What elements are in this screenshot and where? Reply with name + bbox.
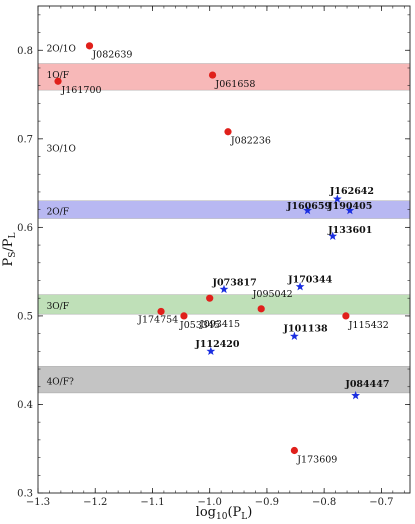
label-j061658: J061658: [214, 79, 255, 90]
point-j115432: [342, 312, 350, 320]
region-label: 2O/1O: [47, 45, 76, 55]
y-tick-label: 0.4: [17, 400, 33, 411]
region-label: 1O/F: [47, 71, 69, 81]
label-j101138: J101138: [283, 323, 329, 334]
region-label: 2O/F: [47, 207, 69, 217]
point-j073817: [219, 284, 229, 294]
label-j173609: J173609: [296, 454, 337, 465]
x-tick-label: −1.3: [26, 497, 50, 508]
point-j082639: [85, 42, 94, 50]
label-j170344: J170344: [287, 275, 333, 286]
label-j095042: J095042: [252, 289, 293, 300]
x-axis-label: log10(PL): [196, 505, 253, 522]
x-tick-label: −0.7: [369, 497, 393, 508]
point-j190405: [345, 205, 355, 215]
label-j073817: J073817: [212, 277, 257, 288]
band-1o-f: [37, 63, 411, 91]
label-j082639: J082639: [91, 50, 132, 61]
region-labels: 2O/1O 1O/F 3O/1O 2O/F 3O/F 4O/F?: [47, 45, 76, 388]
point-j174754: [157, 307, 165, 316]
label-j093415: J093415: [199, 319, 240, 330]
point-j095042: [257, 305, 265, 313]
x-tick-label: −0.8: [312, 497, 336, 508]
y-tick-label: 0.8: [17, 46, 33, 57]
label-j115432: J115432: [348, 320, 389, 331]
point-j084447: [351, 391, 361, 400]
point-j173609: [290, 446, 298, 455]
data-points: [54, 42, 361, 455]
point-j112420: [206, 346, 216, 356]
point-j061658: [208, 71, 217, 79]
point-j162642: [332, 194, 342, 203]
y-tick-label: 0.3: [17, 489, 33, 500]
ticks: −1.3 −1.2 −1.1 −1.0 −0.9 −0.8 −0.7 0.3 0.4 0.5 0.6…: [17, 6, 410, 508]
point-j053345: [180, 312, 188, 320]
x-tick-label: −1.0: [198, 497, 222, 508]
point-j170344: [295, 282, 305, 291]
point-j093415: [206, 294, 214, 302]
region-label: 4O/F?: [47, 377, 74, 387]
y-tick-label: 0.7: [17, 134, 33, 145]
point-j101138: [290, 331, 299, 340]
region-label: 3O/1O: [47, 145, 76, 155]
x-tick-label: −0.9: [255, 497, 279, 508]
y-tick-label: 0.5: [17, 311, 33, 322]
label-j133601: J133601: [327, 225, 372, 236]
label-j053345: J053345: [179, 320, 220, 331]
point-j082236: [224, 128, 232, 136]
label-j174754: J174754: [137, 314, 178, 325]
region-label: 3O/F: [47, 302, 69, 312]
label-j190405: J190405: [327, 201, 372, 212]
bands: [37, 63, 411, 394]
label-j160659: J160659: [286, 201, 332, 212]
label-j112420: J112420: [194, 339, 240, 350]
band-3o-f: [37, 294, 411, 315]
label-j082236: J082236: [230, 136, 271, 147]
x-tick-label: −1.2: [83, 497, 107, 508]
label-j162642: J162642: [329, 186, 374, 197]
label-j161700: J161700: [60, 85, 101, 96]
point-j160659: [303, 205, 312, 215]
label-j084447: J084447: [344, 379, 389, 390]
point-j161700: [54, 77, 62, 85]
point-j133601: [328, 231, 338, 240]
plot-frame: [37, 5, 411, 494]
y-axis-label: PS/PL: [1, 232, 18, 266]
x-tick-label: −1.1: [140, 497, 164, 508]
point-labels: J082639 J161700 J061658 J082236 J093415 J0950…: [60, 50, 389, 466]
y-tick-label: 0.6: [17, 223, 33, 234]
